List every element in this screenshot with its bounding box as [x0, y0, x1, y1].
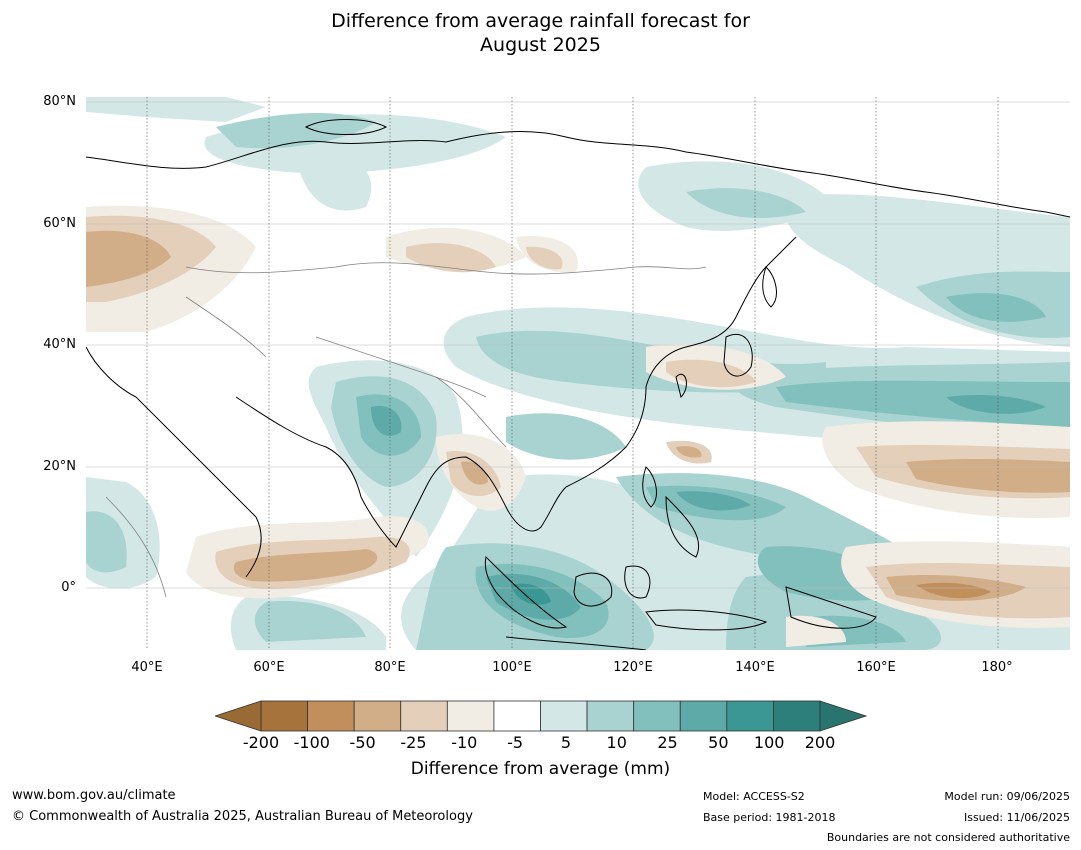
legend-tick-label: -50 — [349, 733, 376, 752]
legend-over-arrow — [819, 700, 867, 732]
wet-100-200-region — [511, 583, 551, 605]
legend-swatch — [586, 700, 635, 732]
lon-label-140e: 140°E — [735, 660, 775, 675]
legend-tick-label: -5 — [507, 733, 524, 752]
legend-tick-label: -100 — [293, 733, 330, 752]
footer-issued: Issued: 11/06/2025 — [963, 811, 1070, 824]
footer-disclaimer: Boundaries are not considered authoritat… — [826, 831, 1070, 844]
legend-title: Difference from average (mm) — [410, 759, 671, 779]
footer-copyright: © Commonwealth of Australia 2025, Austra… — [12, 809, 473, 824]
legend-swatch — [540, 700, 588, 732]
footer-model-run: Model run: 09/06/2025 — [944, 790, 1070, 803]
legend-swatch — [773, 700, 821, 732]
latitude-gridlines — [86, 101, 1070, 589]
legend-tick-label: 100 — [753, 733, 785, 752]
legend-swatches — [260, 700, 821, 732]
legend-tick-label: 200 — [804, 733, 836, 752]
legend-swatch — [353, 700, 402, 732]
lat-label-40n: 40°N — [43, 337, 76, 352]
dry-50-100-region — [916, 582, 991, 599]
rainfall-anomaly-field — [86, 97, 1070, 650]
legend-swatch — [493, 700, 541, 732]
lat-label-60n: 60°N — [43, 216, 76, 231]
legend-tick-label: -25 — [400, 733, 427, 752]
longitude-gridlines — [146, 97, 999, 650]
legend-tick-label: 50 — [708, 733, 729, 752]
lon-label-100e: 100°E — [492, 660, 532, 675]
map-title-line2: August 2025 — [480, 34, 601, 56]
legend-swatch — [400, 700, 448, 732]
legend-under-arrow — [215, 700, 262, 732]
legend-tick-label: -200 — [242, 733, 280, 752]
lon-label-180: 180° — [981, 660, 1013, 675]
footer-url: www.bom.gov.au/climate — [12, 788, 176, 803]
lat-label-20n: 20°N — [43, 459, 76, 474]
lon-label-160e: 160°E — [856, 660, 896, 675]
legend-tick-label: -10 — [451, 733, 478, 752]
footer-model: Model: ACCESS-S2 — [703, 790, 805, 803]
country-borders — [105, 262, 707, 598]
dry-25-50-region — [86, 230, 1070, 601]
legend-swatch — [260, 700, 308, 732]
legend-tick-label: 25 — [657, 733, 678, 752]
lat-label-80n: 80°N — [43, 94, 76, 109]
map-title-line1: Difference from average rainfall forecas… — [331, 10, 750, 32]
legend-colorbar — [215, 700, 867, 732]
lon-label-60e: 60°E — [253, 660, 285, 675]
lon-label-40e: 40°E — [131, 660, 163, 675]
legend-swatch — [307, 700, 355, 732]
legend-tick-label: 10 — [606, 733, 627, 752]
lat-label-0: 0° — [61, 580, 76, 595]
footer-base-period: Base period: 1981-2018 — [703, 811, 836, 824]
legend-swatch — [679, 700, 728, 732]
legend-swatch — [446, 700, 495, 732]
legend-swatch — [633, 700, 681, 732]
coastlines — [86, 119, 1070, 650]
legend-tick-label: 5 — [560, 733, 571, 752]
lon-label-120e: 120°E — [613, 660, 653, 675]
lon-label-80e: 80°E — [374, 660, 406, 675]
rainfall-map — [86, 97, 1070, 650]
legend-swatch — [726, 700, 774, 732]
